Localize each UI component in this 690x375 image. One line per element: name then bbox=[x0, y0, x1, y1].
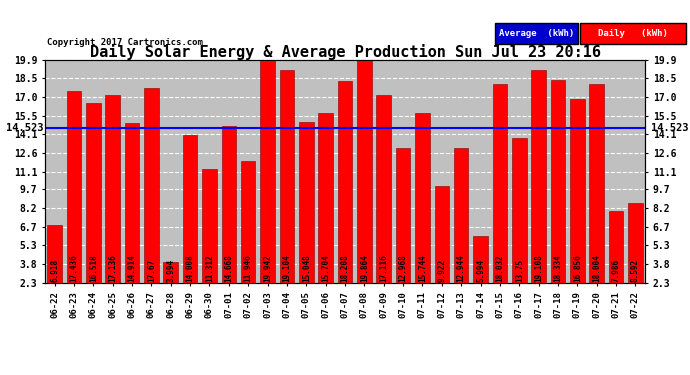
Text: 18.004: 18.004 bbox=[592, 255, 601, 282]
Text: 12.944: 12.944 bbox=[457, 255, 466, 282]
Bar bbox=[628, 203, 642, 283]
Text: 15.704: 15.704 bbox=[321, 255, 330, 282]
Text: 7.986: 7.986 bbox=[611, 260, 620, 282]
Text: 17.136: 17.136 bbox=[108, 255, 117, 282]
Text: Daily   (kWh): Daily (kWh) bbox=[598, 29, 668, 38]
Text: 12.968: 12.968 bbox=[399, 255, 408, 282]
FancyBboxPatch shape bbox=[580, 23, 686, 44]
Bar bbox=[260, 60, 275, 283]
Text: 14.008: 14.008 bbox=[186, 255, 195, 282]
Text: 17.436: 17.436 bbox=[70, 255, 79, 282]
FancyBboxPatch shape bbox=[495, 23, 578, 44]
Bar bbox=[570, 99, 584, 283]
Bar bbox=[396, 148, 411, 283]
Text: 18.334: 18.334 bbox=[553, 255, 562, 282]
Text: 14.914: 14.914 bbox=[128, 255, 137, 282]
Text: 11.312: 11.312 bbox=[205, 255, 214, 282]
Text: 8.592: 8.592 bbox=[631, 260, 640, 282]
Bar bbox=[454, 148, 469, 283]
Text: 19.108: 19.108 bbox=[534, 255, 543, 282]
Bar bbox=[531, 70, 546, 283]
Bar bbox=[279, 70, 294, 283]
Bar bbox=[241, 161, 255, 283]
Bar bbox=[512, 138, 526, 283]
Text: 18.208: 18.208 bbox=[340, 255, 350, 282]
Bar bbox=[202, 169, 217, 283]
Text: 16.518: 16.518 bbox=[89, 255, 98, 282]
Bar bbox=[318, 113, 333, 283]
Text: Copyright 2017 Cartronics.com: Copyright 2017 Cartronics.com bbox=[47, 38, 203, 47]
Title: Daily Solar Energy & Average Production Sun Jul 23 20:16: Daily Solar Energy & Average Production … bbox=[90, 44, 600, 60]
Bar bbox=[221, 126, 236, 283]
Bar bbox=[609, 211, 623, 283]
Bar bbox=[589, 84, 604, 283]
Bar bbox=[144, 88, 159, 283]
Bar bbox=[377, 95, 391, 283]
Text: 16.856: 16.856 bbox=[573, 255, 582, 282]
Bar bbox=[48, 225, 62, 283]
Text: 14.523: 14.523 bbox=[6, 123, 44, 133]
Text: 6.918: 6.918 bbox=[50, 260, 59, 282]
Text: 11.946: 11.946 bbox=[244, 255, 253, 282]
Bar bbox=[551, 80, 565, 283]
Bar bbox=[125, 123, 139, 283]
Text: 17.116: 17.116 bbox=[380, 255, 388, 282]
Bar bbox=[415, 113, 430, 283]
Text: 19.942: 19.942 bbox=[263, 255, 272, 282]
Text: 19.864: 19.864 bbox=[360, 255, 369, 282]
Text: 15.048: 15.048 bbox=[302, 255, 310, 282]
Bar bbox=[435, 186, 449, 283]
Text: 17.67: 17.67 bbox=[147, 260, 156, 282]
Bar bbox=[473, 236, 488, 283]
Bar bbox=[357, 60, 372, 283]
Text: 18.032: 18.032 bbox=[495, 255, 504, 282]
Bar bbox=[299, 122, 313, 283]
Bar bbox=[337, 81, 353, 283]
Text: 9.922: 9.922 bbox=[437, 260, 446, 282]
Bar bbox=[86, 103, 101, 283]
Bar bbox=[493, 84, 507, 283]
Text: 19.104: 19.104 bbox=[282, 255, 291, 282]
Text: 5.994: 5.994 bbox=[476, 260, 485, 282]
Bar bbox=[106, 95, 120, 283]
Text: 13.75: 13.75 bbox=[515, 260, 524, 282]
Bar bbox=[164, 262, 178, 283]
Bar bbox=[183, 135, 197, 283]
Text: 15.744: 15.744 bbox=[418, 255, 427, 282]
Text: 3.994: 3.994 bbox=[166, 260, 175, 282]
Text: 14.523: 14.523 bbox=[651, 123, 689, 133]
Text: Average  (kWh): Average (kWh) bbox=[499, 29, 574, 38]
Text: 14.668: 14.668 bbox=[224, 255, 233, 282]
Bar bbox=[67, 91, 81, 283]
